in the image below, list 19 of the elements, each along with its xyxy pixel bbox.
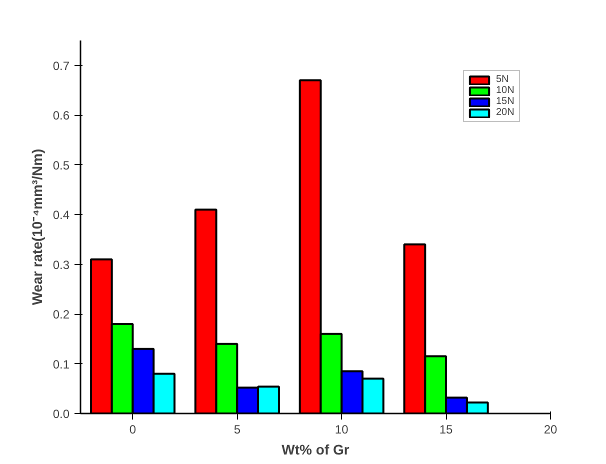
y-tick-label: 0.3: [52, 258, 70, 272]
y-tick-label: 0.7: [52, 58, 70, 73]
y-tick-label: 0.4: [52, 208, 70, 222]
x-tick-label: 5: [234, 422, 241, 436]
y-tick-label: 0.0: [52, 407, 70, 421]
x-tick-label: 20: [544, 422, 558, 436]
y-axis-title: Wear rate(10⁻⁴mm³/Nm): [28, 148, 45, 306]
y-tick-label: 0.5: [52, 158, 70, 172]
x-tick-label: 10: [334, 422, 349, 436]
legend-label: 5N: [496, 74, 510, 85]
x-axis-title: Wt% of Gr: [282, 442, 350, 458]
legend-label: 10N: [496, 85, 516, 96]
x-tick-label: 0: [129, 422, 136, 436]
y-tick-label: 0.1: [52, 357, 70, 372]
legend-label: 20N: [496, 107, 516, 118]
y-tick-label: 0.6: [52, 108, 70, 123]
legend-label: 15N: [496, 96, 516, 107]
y-tick-label: 0.2: [52, 308, 70, 322]
x-tick-label: 15: [439, 422, 454, 436]
